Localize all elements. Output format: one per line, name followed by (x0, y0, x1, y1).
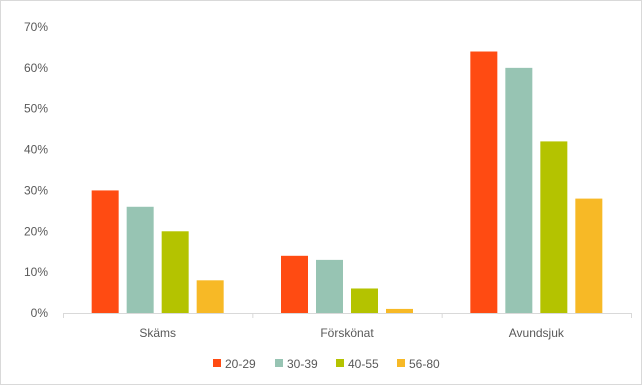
y-tick-label: 0% (31, 306, 49, 320)
bar-56-80-Skäms (196, 280, 224, 313)
category-label: Skäms (139, 326, 176, 340)
bar-40-55-Förskönat (351, 288, 378, 313)
y-tick-label: 50% (24, 102, 48, 116)
category-labels: Skäms Förskönat Avundsjuk (139, 326, 565, 340)
bar-20-29-Avundsjuk (470, 51, 498, 314)
bars (91, 51, 603, 314)
legend-swatch-30-39 (275, 359, 283, 367)
bar-40-55-Avundsjuk (540, 141, 568, 313)
legend-label: 40-55 (348, 357, 379, 371)
bar-56-80-Avundsjuk (575, 198, 603, 313)
bar-30-39-Avundsjuk (505, 67, 533, 313)
y-axis-ticks: 0% 10% 20% 30% 40% 50% 60% 70% (24, 20, 48, 320)
y-tick-label: 70% (24, 20, 48, 34)
legend-label: 56-80 (409, 357, 440, 371)
bar-30-39-Förskönat (316, 259, 343, 313)
bar-20-29-Förskönat (281, 255, 308, 313)
legend-swatch-20-29 (213, 359, 221, 367)
legend-swatch-56-80 (397, 359, 405, 367)
bar-20-29-Skäms (91, 190, 119, 313)
y-tick-label: 40% (24, 143, 48, 157)
category-label: Förskönat (320, 326, 374, 340)
bar-56-80-Förskönat (386, 308, 413, 313)
y-tick-label: 60% (24, 61, 48, 75)
category-label: Avundsjuk (509, 326, 565, 340)
legend: 20-29 30-39 40-55 56-80 (213, 357, 440, 371)
bar-30-39-Skäms (126, 206, 154, 313)
legend-label: 30-39 (287, 357, 318, 371)
legend-swatch-40-55 (336, 359, 344, 367)
y-tick-label: 10% (24, 265, 48, 279)
y-tick-label: 30% (24, 183, 48, 197)
x-axis-tick-marks (63, 313, 632, 318)
y-tick-label: 20% (24, 224, 48, 238)
bar-40-55-Skäms (161, 231, 189, 313)
legend-label: 20-29 (225, 357, 256, 371)
